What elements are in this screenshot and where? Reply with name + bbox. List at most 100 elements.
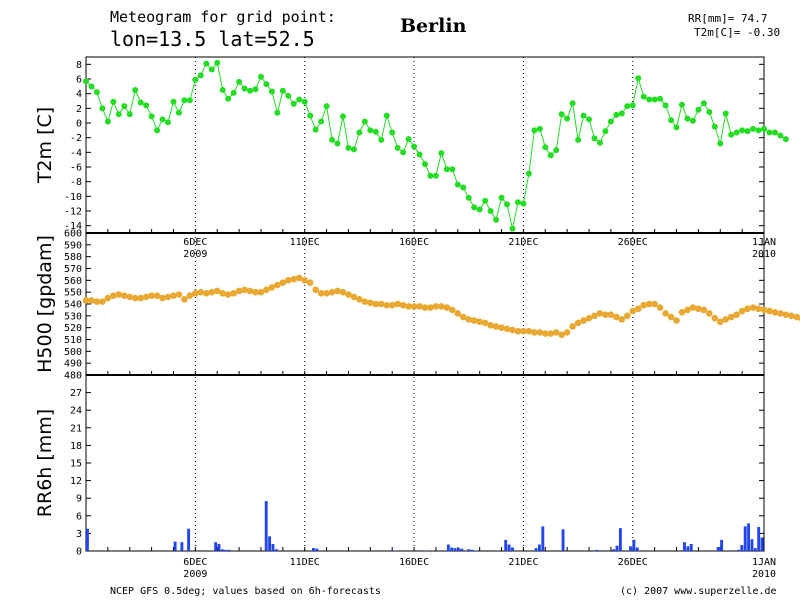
h500-point: [585, 314, 593, 322]
precip-bar: [271, 543, 275, 551]
h500-point: [372, 300, 380, 308]
header-line1: Meteogram for grid point:: [110, 8, 336, 26]
h500-point: [591, 312, 598, 320]
h500-point: [574, 319, 582, 327]
precip-bar: [214, 542, 218, 551]
t2m-point: [504, 201, 511, 208]
h500-point: [301, 277, 309, 284]
h500-point: [268, 284, 276, 291]
y-tick-label: 27: [70, 388, 82, 399]
x-tick-label: 16DEC: [399, 237, 429, 248]
geopotential-series: [82, 274, 800, 339]
t2m-point: [361, 118, 368, 125]
precip-bar: [743, 526, 747, 551]
t2m-point: [367, 127, 374, 134]
precip-bar: [747, 523, 751, 551]
h500-point: [257, 288, 265, 296]
t2m-point: [208, 66, 215, 73]
t2m-point: [197, 72, 204, 79]
h500-point: [695, 305, 702, 313]
temperature-series: [83, 59, 789, 232]
t2m-point: [487, 208, 494, 214]
h500-point: [541, 330, 549, 337]
t2m-point: [175, 109, 182, 116]
h500-point: [388, 301, 396, 309]
h500-point: [640, 301, 648, 309]
t2m-point: [509, 225, 516, 232]
t2m-point: [88, 83, 95, 90]
precip-bar: [612, 549, 616, 551]
y-tick-label: 540: [64, 300, 82, 311]
t2m-point: [580, 112, 587, 119]
precip-bar: [453, 548, 457, 551]
t2m-point: [372, 128, 379, 135]
h500-point: [607, 311, 615, 318]
h500-point: [716, 318, 724, 326]
t2m-point: [252, 86, 259, 93]
y-tick-label: 500: [64, 347, 82, 358]
h500-point: [481, 319, 489, 327]
rr6h-axis-title: RR6h [mm]: [34, 409, 56, 517]
t2m-point: [586, 116, 593, 123]
header-coordinates: lon=13.5 lat=52.5: [110, 27, 315, 51]
precip-bar: [538, 544, 541, 551]
h500-point: [454, 310, 462, 317]
x-axis-labels: 6DEC20096DEC200911DEC11DEC16DEC16DEC21DE…: [183, 237, 776, 580]
t2m-point: [181, 97, 188, 104]
t2m-point: [339, 113, 346, 120]
x-tick-sublabel: 2009: [183, 569, 207, 580]
h500-point: [159, 294, 166, 302]
y-tick-label: 24: [70, 406, 82, 417]
h500-point: [624, 312, 631, 320]
t2m-point: [728, 131, 735, 138]
precip-bar: [507, 544, 511, 551]
precip-bar: [629, 546, 632, 551]
t2m-point: [241, 85, 248, 92]
y-tick-label: 21: [70, 423, 82, 434]
t2m-point: [148, 113, 155, 120]
h500-point: [793, 313, 800, 321]
h500-point: [350, 293, 358, 301]
h500-point: [602, 311, 609, 318]
t2m-point: [230, 89, 237, 96]
h500-point: [306, 279, 314, 287]
precip-bar: [720, 539, 724, 551]
y-tick-label: -12: [64, 207, 82, 218]
t2m-point: [542, 144, 549, 151]
t2m-point: [323, 103, 330, 110]
h500-point: [88, 297, 95, 304]
h500-point: [580, 317, 587, 324]
h500-point: [208, 288, 216, 296]
h500-point: [531, 329, 538, 336]
h500-point: [470, 317, 478, 324]
precip-bar: [683, 542, 686, 551]
t2m-point: [564, 115, 571, 122]
t2m-point: [93, 89, 100, 96]
precip-bar: [450, 547, 454, 551]
h500-point: [558, 331, 565, 339]
precip-bar: [716, 546, 720, 551]
h500-point: [164, 293, 172, 301]
h500-point: [99, 298, 106, 305]
h500-point: [399, 301, 407, 309]
t2m-point: [438, 150, 445, 157]
precip-bar: [187, 528, 191, 551]
precip-bar: [392, 550, 396, 551]
t2m-point: [416, 151, 423, 158]
h500-point: [706, 310, 713, 317]
y-tick-label: -10: [64, 192, 82, 203]
t2m-point: [279, 87, 286, 94]
precip-bar: [446, 544, 450, 551]
precip-bar: [423, 550, 427, 551]
y-tick-label: 490: [64, 359, 82, 370]
precip-bar: [173, 541, 177, 551]
h500-point: [405, 303, 412, 310]
h500-point: [788, 312, 795, 320]
h500-point: [192, 290, 199, 297]
t2m-point: [307, 112, 314, 119]
precip-bar: [467, 549, 471, 551]
t2m-point: [159, 116, 166, 123]
t2m-point: [711, 123, 718, 130]
t2m-point: [394, 144, 401, 151]
h500-point: [634, 305, 642, 313]
